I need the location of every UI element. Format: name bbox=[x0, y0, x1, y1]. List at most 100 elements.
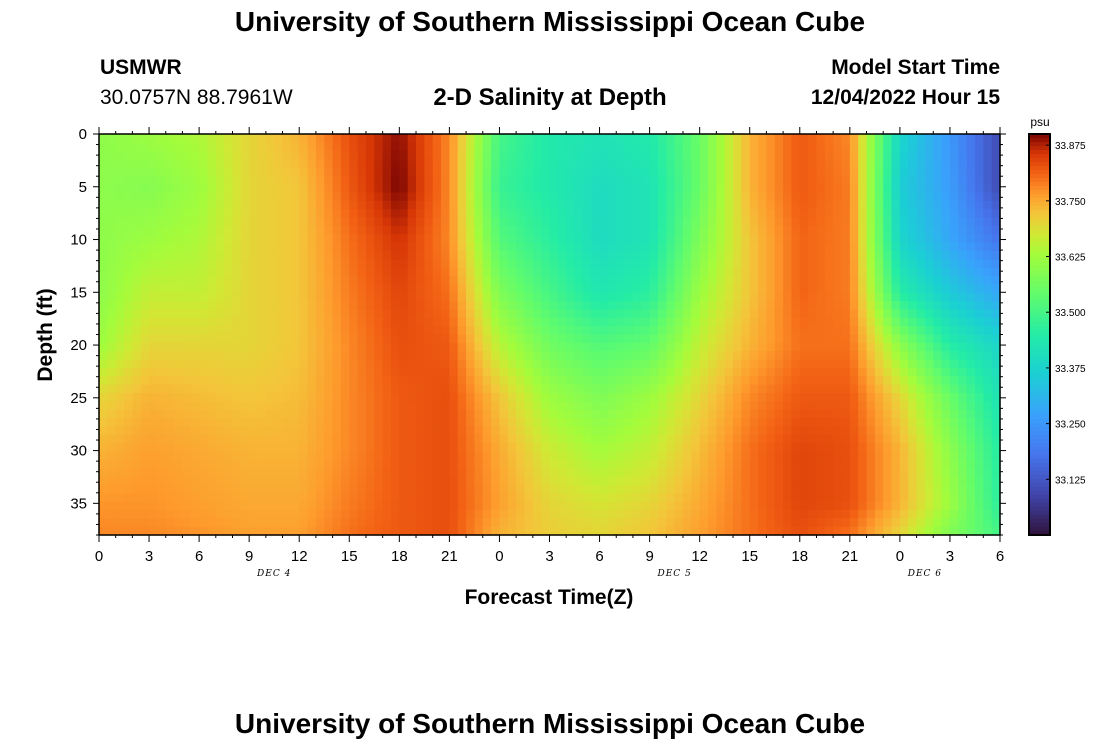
heatmap-cell bbox=[524, 493, 534, 503]
heatmap-cell bbox=[416, 526, 425, 536]
heatmap-cell bbox=[908, 484, 918, 494]
heatmap-cell bbox=[215, 434, 225, 444]
heatmap-cell bbox=[215, 476, 225, 486]
heatmap-cell bbox=[874, 459, 884, 469]
heatmap-cell bbox=[632, 184, 642, 194]
heatmap-cell bbox=[858, 200, 868, 210]
heatmap-cell bbox=[791, 309, 801, 319]
heatmap-cell bbox=[666, 342, 676, 352]
heatmap-cell bbox=[324, 342, 334, 352]
heatmap-cell bbox=[708, 134, 717, 143]
heatmap-cell bbox=[115, 443, 125, 453]
heatmap-cell bbox=[682, 409, 692, 419]
heatmap-cell bbox=[699, 434, 709, 444]
heatmap-cell bbox=[432, 242, 442, 252]
heatmap-cell bbox=[849, 284, 859, 294]
heatmap-cell bbox=[491, 501, 501, 511]
heatmap-cell bbox=[390, 284, 400, 294]
heatmap-cell bbox=[682, 142, 692, 152]
heatmap-cell bbox=[858, 267, 868, 277]
heatmap-cell bbox=[466, 367, 476, 377]
heatmap-cell bbox=[382, 326, 392, 336]
heatmap-cell bbox=[282, 484, 292, 494]
heatmap-cell bbox=[249, 459, 259, 469]
heatmap-cell bbox=[157, 334, 167, 344]
heatmap-cell bbox=[733, 142, 742, 152]
heatmap-cell bbox=[849, 192, 859, 202]
heatmap-cell bbox=[816, 493, 826, 503]
heatmap-cell bbox=[574, 292, 584, 302]
heatmap-cell bbox=[566, 276, 576, 285]
heatmap-cell bbox=[324, 142, 334, 152]
heatmap-cell bbox=[841, 167, 851, 177]
heatmap-cell bbox=[182, 367, 192, 377]
heatmap-cell bbox=[674, 401, 684, 411]
heatmap-cell bbox=[424, 134, 434, 143]
heatmap-cell bbox=[332, 526, 342, 536]
heatmap-cell bbox=[632, 284, 642, 294]
heatmap-cell bbox=[657, 359, 667, 369]
heatmap-cell bbox=[382, 509, 392, 519]
heatmap-cell bbox=[607, 150, 617, 160]
heatmap-cell bbox=[207, 351, 217, 361]
heatmap-cell bbox=[382, 418, 392, 427]
heatmap-cell bbox=[282, 342, 292, 352]
heatmap-cell bbox=[883, 476, 893, 486]
heatmap-cell bbox=[149, 284, 158, 294]
heatmap-cell bbox=[958, 317, 968, 327]
heatmap-cell bbox=[224, 284, 234, 294]
heatmap-cell bbox=[949, 276, 959, 285]
heatmap-cell bbox=[908, 192, 918, 202]
heatmap-cell bbox=[649, 509, 659, 519]
heatmap-cell bbox=[908, 501, 918, 511]
heatmap-cell bbox=[699, 443, 709, 453]
heatmap-cell bbox=[466, 342, 476, 352]
heatmap-cell bbox=[733, 476, 742, 486]
heatmap-cell bbox=[165, 159, 175, 169]
heatmap-cell bbox=[140, 192, 150, 202]
heatmap-cell bbox=[657, 200, 667, 210]
heatmap-cell bbox=[841, 418, 851, 427]
heatmap-cell bbox=[741, 309, 751, 319]
heatmap-cell bbox=[199, 451, 209, 461]
heatmap-cell bbox=[357, 493, 367, 503]
heatmap-cell bbox=[799, 167, 809, 177]
heatmap-cell bbox=[474, 134, 484, 143]
heatmap-cell bbox=[891, 259, 901, 269]
heatmap-cell bbox=[833, 518, 843, 528]
heatmap-cell bbox=[124, 242, 133, 252]
heatmap-cell bbox=[699, 509, 709, 519]
heatmap-cell bbox=[833, 134, 843, 143]
heatmap-cell bbox=[315, 359, 325, 369]
heatmap-cell bbox=[682, 392, 692, 402]
heatmap-cell bbox=[99, 259, 108, 269]
heatmap-cell bbox=[833, 175, 843, 185]
heatmap-cell bbox=[774, 192, 784, 202]
heatmap-cell bbox=[374, 376, 384, 386]
heatmap-cell bbox=[916, 418, 926, 427]
heatmap-cell bbox=[799, 317, 809, 327]
heatmap-cell bbox=[107, 134, 117, 143]
heatmap-cell bbox=[441, 468, 450, 478]
heatmap-cell bbox=[224, 209, 234, 219]
heatmap-cell bbox=[282, 401, 292, 411]
heatmap-cell bbox=[274, 250, 284, 260]
heatmap-cell bbox=[833, 484, 843, 494]
heatmap-cell bbox=[607, 301, 617, 311]
heatmap-cell bbox=[149, 234, 158, 244]
heatmap-cell bbox=[941, 426, 951, 436]
heatmap-cell bbox=[466, 443, 476, 453]
heatmap-cell bbox=[390, 234, 400, 244]
heatmap-cell bbox=[149, 351, 158, 361]
heatmap-cell bbox=[716, 418, 726, 427]
heatmap-cell bbox=[933, 459, 943, 469]
heatmap-cell bbox=[190, 184, 200, 194]
heatmap-cell bbox=[733, 367, 742, 377]
heatmap-cell bbox=[282, 217, 292, 227]
heatmap-cell bbox=[349, 309, 359, 319]
heatmap-cell bbox=[582, 142, 592, 152]
heatmap-cell bbox=[674, 175, 684, 185]
heatmap-cell bbox=[616, 150, 626, 160]
heatmap-cell bbox=[741, 209, 751, 219]
heatmap-cell bbox=[607, 392, 617, 402]
